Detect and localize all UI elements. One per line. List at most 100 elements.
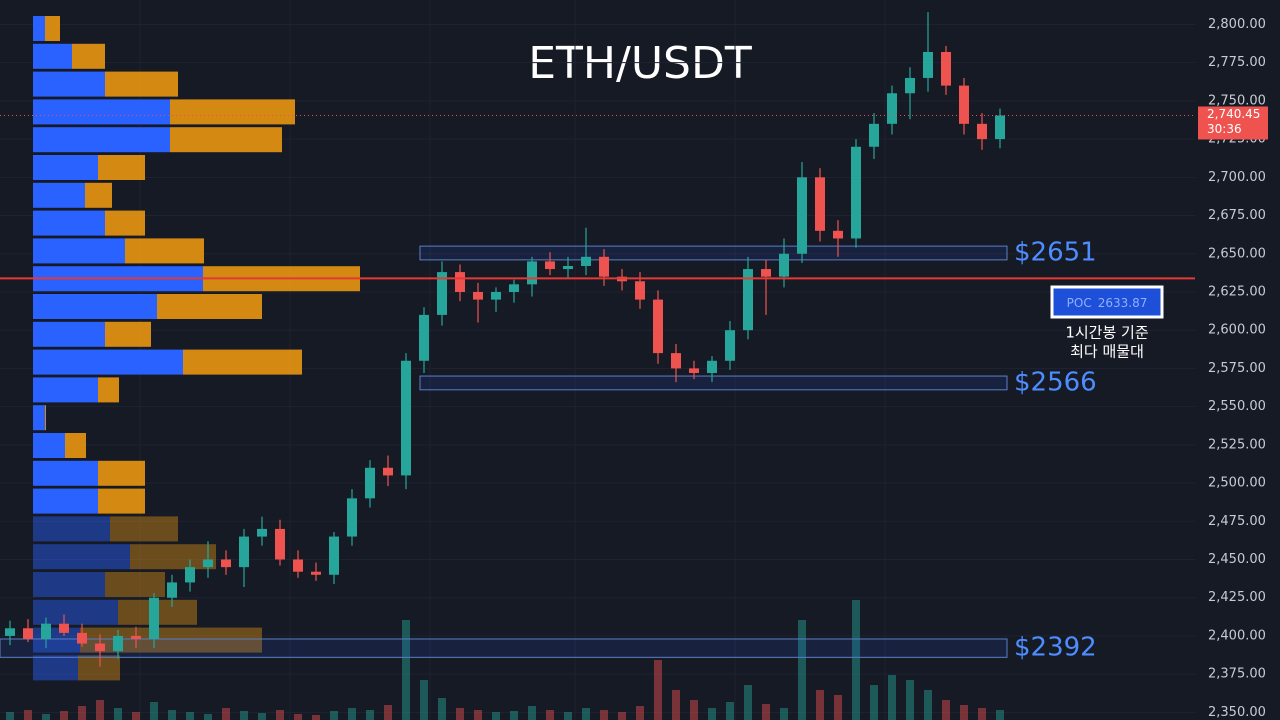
candle-body — [707, 360, 717, 373]
poc-box — [1050, 285, 1164, 319]
profile-sell — [170, 127, 282, 153]
chart-title: ETH/USDT — [528, 38, 752, 89]
volume-bar — [960, 705, 968, 720]
y-tick-label: 2,625.00 — [1208, 284, 1266, 299]
profile-sell — [110, 516, 178, 542]
profile-sell — [98, 488, 145, 514]
candle-body — [113, 635, 123, 652]
volume-bar — [600, 710, 608, 720]
candle-body — [41, 623, 51, 639]
profile-buy — [33, 655, 78, 681]
volume-bar — [240, 711, 248, 720]
y-tick-label: 2,475.00 — [1208, 514, 1266, 529]
y-tick-label: 2,750.00 — [1208, 93, 1266, 108]
volume-bar — [708, 708, 716, 720]
volume-bar — [96, 700, 104, 720]
volume-bar — [672, 690, 680, 720]
y-tick-label: 2,650.00 — [1208, 246, 1266, 261]
candle-body — [437, 272, 447, 315]
volume-bar — [744, 685, 752, 720]
volume-bar — [456, 708, 464, 720]
candle-body — [401, 360, 411, 476]
candle-body — [419, 314, 429, 361]
profile-sell — [105, 321, 151, 347]
candle-body — [761, 269, 771, 277]
candle-body — [77, 632, 87, 644]
profile-buy — [33, 627, 80, 653]
candle-body — [869, 123, 879, 147]
candle-body — [581, 256, 591, 266]
candle-body — [239, 536, 249, 568]
candle-body — [653, 299, 663, 354]
candle-body — [959, 85, 969, 124]
candle-body — [527, 261, 537, 285]
volume-bar — [888, 675, 896, 720]
profile-sell — [98, 377, 119, 403]
volume-bar — [528, 706, 536, 720]
candle-body — [815, 177, 825, 231]
candle-body — [311, 571, 321, 575]
profile-buy — [33, 405, 45, 431]
profile-sell — [45, 405, 46, 431]
y-tick-label: 2,525.00 — [1208, 437, 1266, 452]
candle-body — [995, 115, 1005, 140]
volume-bar — [870, 685, 878, 720]
volume-bar — [132, 712, 140, 720]
candle-body — [671, 353, 681, 369]
volume-bar — [150, 702, 158, 720]
zone-label: $2651 — [1014, 237, 1097, 267]
candle-body — [473, 291, 483, 300]
candle-body — [491, 291, 501, 300]
volume-bar — [906, 680, 914, 720]
volume-bar — [114, 708, 122, 720]
zone-label: $2392 — [1014, 633, 1097, 663]
candle-body — [833, 230, 843, 239]
countdown: 30:36 — [1207, 122, 1242, 136]
profile-sell — [130, 544, 216, 570]
candle-body — [167, 582, 177, 598]
zone-label: $2566 — [1014, 367, 1097, 397]
profile-sell — [105, 572, 165, 597]
candle-body — [23, 628, 33, 639]
poc-label: POC 2633.87 — [1067, 296, 1148, 310]
y-tick-label: 2,675.00 — [1208, 208, 1266, 223]
profile-buy — [33, 433, 65, 458]
candle-body — [905, 77, 915, 94]
y-tick-label: 2,500.00 — [1208, 476, 1266, 491]
zone-box — [419, 245, 1008, 261]
profile-buy — [33, 16, 45, 41]
volume-bar — [42, 714, 50, 720]
profile-buy — [33, 349, 183, 375]
volume-bar — [78, 706, 86, 720]
profile-sell — [45, 16, 60, 41]
last-price-label: 2,740.45 — [1207, 107, 1260, 121]
profile-buy — [33, 238, 125, 264]
profile-sell — [157, 294, 262, 319]
profile-buy — [33, 321, 105, 347]
profile-buy — [33, 127, 170, 153]
y-tick-label: 2,775.00 — [1208, 55, 1266, 70]
volume-bar — [348, 708, 356, 720]
candle-body — [275, 528, 285, 560]
candle-body — [887, 93, 897, 124]
poc-note: 최다 매물대 — [1070, 343, 1144, 361]
candle-body — [59, 623, 69, 633]
candle-body — [941, 51, 951, 86]
y-tick-label: 2,350.00 — [1208, 705, 1266, 720]
candle-body — [365, 467, 375, 499]
candle-body — [347, 498, 357, 537]
y-tick-label: 2,575.00 — [1208, 361, 1266, 376]
y-tick-label: 2,700.00 — [1208, 170, 1266, 185]
profile-buy — [33, 460, 98, 486]
volume-bar — [186, 712, 194, 720]
volume-bar — [546, 710, 554, 720]
profile-sell — [125, 238, 204, 264]
volume-bar — [942, 700, 950, 720]
y-tick-label: 2,550.00 — [1208, 399, 1266, 414]
volume-bar — [384, 705, 392, 720]
volume-bar — [168, 710, 176, 720]
candle-body — [293, 559, 303, 572]
volume-bar — [780, 708, 788, 720]
profile-sell — [183, 349, 302, 375]
